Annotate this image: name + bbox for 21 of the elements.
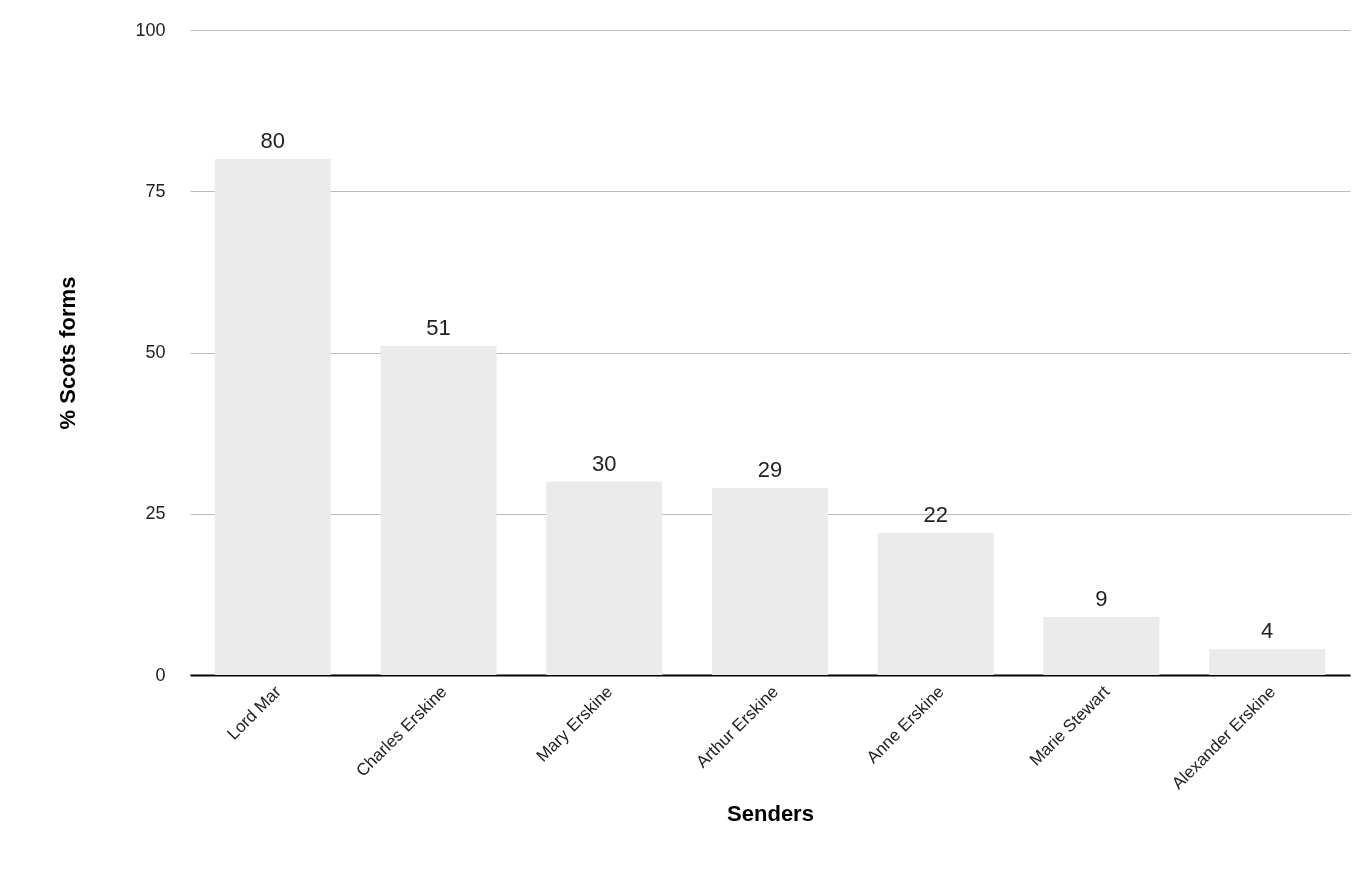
- data-label: 9: [1095, 585, 1108, 611]
- y-tick-label: 50: [145, 342, 166, 362]
- data-label: 51: [426, 315, 451, 341]
- bar: [380, 346, 497, 675]
- y-axis-title: % Scots forms: [55, 276, 81, 430]
- data-label: 4: [1261, 618, 1274, 644]
- data-label: 29: [757, 456, 783, 482]
- bar: [1043, 616, 1160, 675]
- x-axis-title: Senders: [727, 801, 814, 827]
- y-tick-label: 0: [155, 664, 166, 685]
- y-tick-label: 25: [145, 503, 166, 524]
- data-label: 30: [592, 450, 617, 476]
- y-tick-label: 75: [145, 180, 166, 201]
- bar: [712, 487, 828, 675]
- bar: [214, 159, 331, 675]
- y-tick-label: 100: [135, 19, 166, 40]
- bar: [546, 481, 663, 675]
- bar: [1209, 649, 1326, 675]
- data-label: 22: [923, 502, 948, 528]
- data-label: 80: [260, 128, 286, 153]
- bar: [877, 533, 994, 675]
